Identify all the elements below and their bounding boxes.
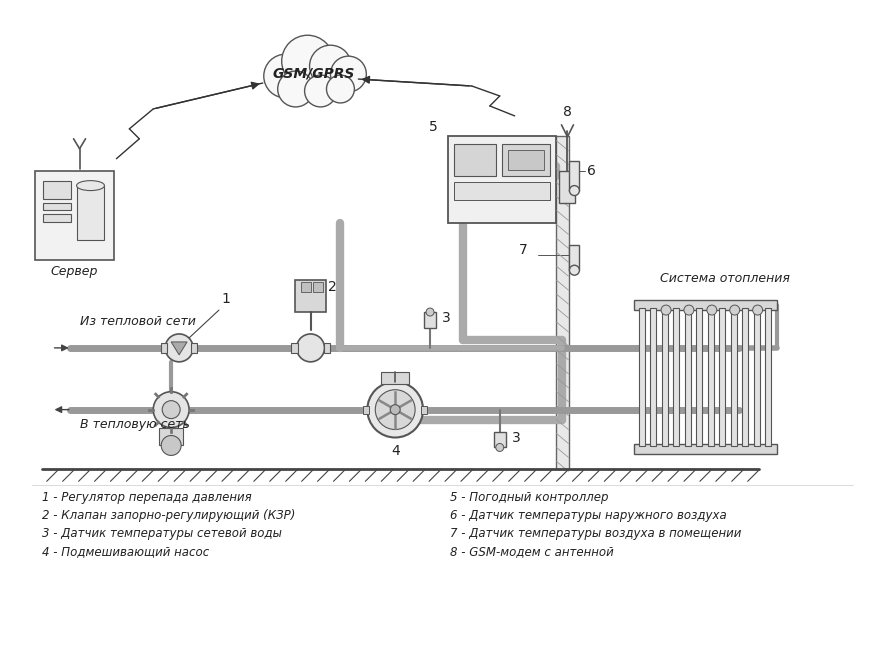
Circle shape <box>390 404 400 415</box>
Text: 6 - Датчик температуры наружного воздуха: 6 - Датчик температуры наружного воздуха <box>450 509 727 522</box>
Bar <box>696 308 702 446</box>
Bar <box>191 343 197 353</box>
Circle shape <box>165 334 193 362</box>
Text: Система отопления: Система отопления <box>659 272 789 285</box>
Circle shape <box>153 391 189 428</box>
Text: Сервер: Сервер <box>51 265 98 278</box>
Text: 1: 1 <box>221 292 230 306</box>
Bar <box>301 282 310 292</box>
Text: 7: 7 <box>519 243 528 258</box>
Bar <box>650 308 656 446</box>
Text: 3: 3 <box>442 311 451 325</box>
Bar <box>719 308 725 446</box>
Circle shape <box>263 54 308 98</box>
Bar <box>765 308 771 446</box>
Bar <box>454 182 550 199</box>
Circle shape <box>684 305 694 315</box>
Text: 7 - Датчик температуры воздуха в помещении: 7 - Датчик температуры воздуха в помещен… <box>450 527 742 540</box>
Circle shape <box>730 305 740 315</box>
Bar <box>673 308 679 446</box>
Bar <box>324 343 331 353</box>
Circle shape <box>569 265 579 275</box>
Circle shape <box>331 56 366 92</box>
Circle shape <box>569 186 579 195</box>
Circle shape <box>376 389 415 430</box>
Circle shape <box>282 35 333 87</box>
Circle shape <box>297 334 324 362</box>
Text: 3: 3 <box>512 430 521 444</box>
Bar <box>502 144 550 175</box>
Circle shape <box>278 71 314 107</box>
Circle shape <box>707 305 717 315</box>
Bar <box>494 432 506 448</box>
Ellipse shape <box>77 181 104 191</box>
Text: GSM/GPRS: GSM/GPRS <box>272 66 354 80</box>
Bar <box>421 406 427 413</box>
Text: 6: 6 <box>587 164 596 178</box>
Bar <box>507 149 544 170</box>
Text: 8 - GSM-модем с антенной: 8 - GSM-модем с антенной <box>450 545 613 558</box>
Bar <box>34 171 114 260</box>
Bar <box>634 444 776 454</box>
Bar <box>363 406 370 413</box>
Text: 1 - Регулятор перепада давления: 1 - Регулятор перепада давления <box>42 491 251 504</box>
Bar <box>313 282 323 292</box>
Text: 2 - Клапан запорно-регулирующий (КЗР): 2 - Клапан запорно-регулирующий (КЗР) <box>42 509 295 522</box>
Bar <box>731 308 736 446</box>
Text: 5: 5 <box>430 120 438 134</box>
Bar <box>161 343 167 353</box>
Circle shape <box>326 75 354 103</box>
Circle shape <box>368 382 423 437</box>
Text: 2: 2 <box>329 280 337 294</box>
Bar <box>569 245 579 270</box>
Circle shape <box>162 400 180 419</box>
Text: 5 - Погодный контроллер: 5 - Погодный контроллер <box>450 491 608 504</box>
Bar <box>708 308 713 446</box>
Bar <box>381 372 409 384</box>
Bar <box>77 186 104 240</box>
Polygon shape <box>171 342 187 355</box>
Circle shape <box>309 45 352 87</box>
Bar <box>42 181 71 199</box>
Bar <box>569 160 579 191</box>
Bar <box>634 300 776 310</box>
Bar <box>742 308 748 446</box>
Bar <box>555 136 569 469</box>
Bar <box>42 203 71 210</box>
Bar <box>754 308 759 446</box>
Text: 8: 8 <box>563 105 572 119</box>
Bar <box>159 428 183 446</box>
Circle shape <box>161 435 181 455</box>
Bar <box>424 312 436 328</box>
Circle shape <box>661 305 671 315</box>
Text: В тепловую сеть: В тепловую сеть <box>80 417 189 431</box>
Bar <box>639 308 645 446</box>
Bar <box>560 171 575 203</box>
Bar <box>454 144 496 175</box>
Bar <box>685 308 691 446</box>
Text: 4 - Подмешивающий насос: 4 - Подмешивающий насос <box>42 545 209 558</box>
Bar <box>291 343 298 353</box>
Bar <box>448 136 555 223</box>
Text: Из тепловой сети: Из тепловой сети <box>80 315 195 328</box>
Bar <box>42 214 71 223</box>
Text: 3 - Датчик температуры сетевой воды: 3 - Датчик температуры сетевой воды <box>42 527 282 540</box>
Circle shape <box>496 443 504 452</box>
Circle shape <box>752 305 763 315</box>
Bar <box>662 308 668 446</box>
Bar <box>294 280 326 312</box>
Circle shape <box>305 75 337 107</box>
Text: 4: 4 <box>391 444 400 459</box>
Circle shape <box>426 308 434 316</box>
